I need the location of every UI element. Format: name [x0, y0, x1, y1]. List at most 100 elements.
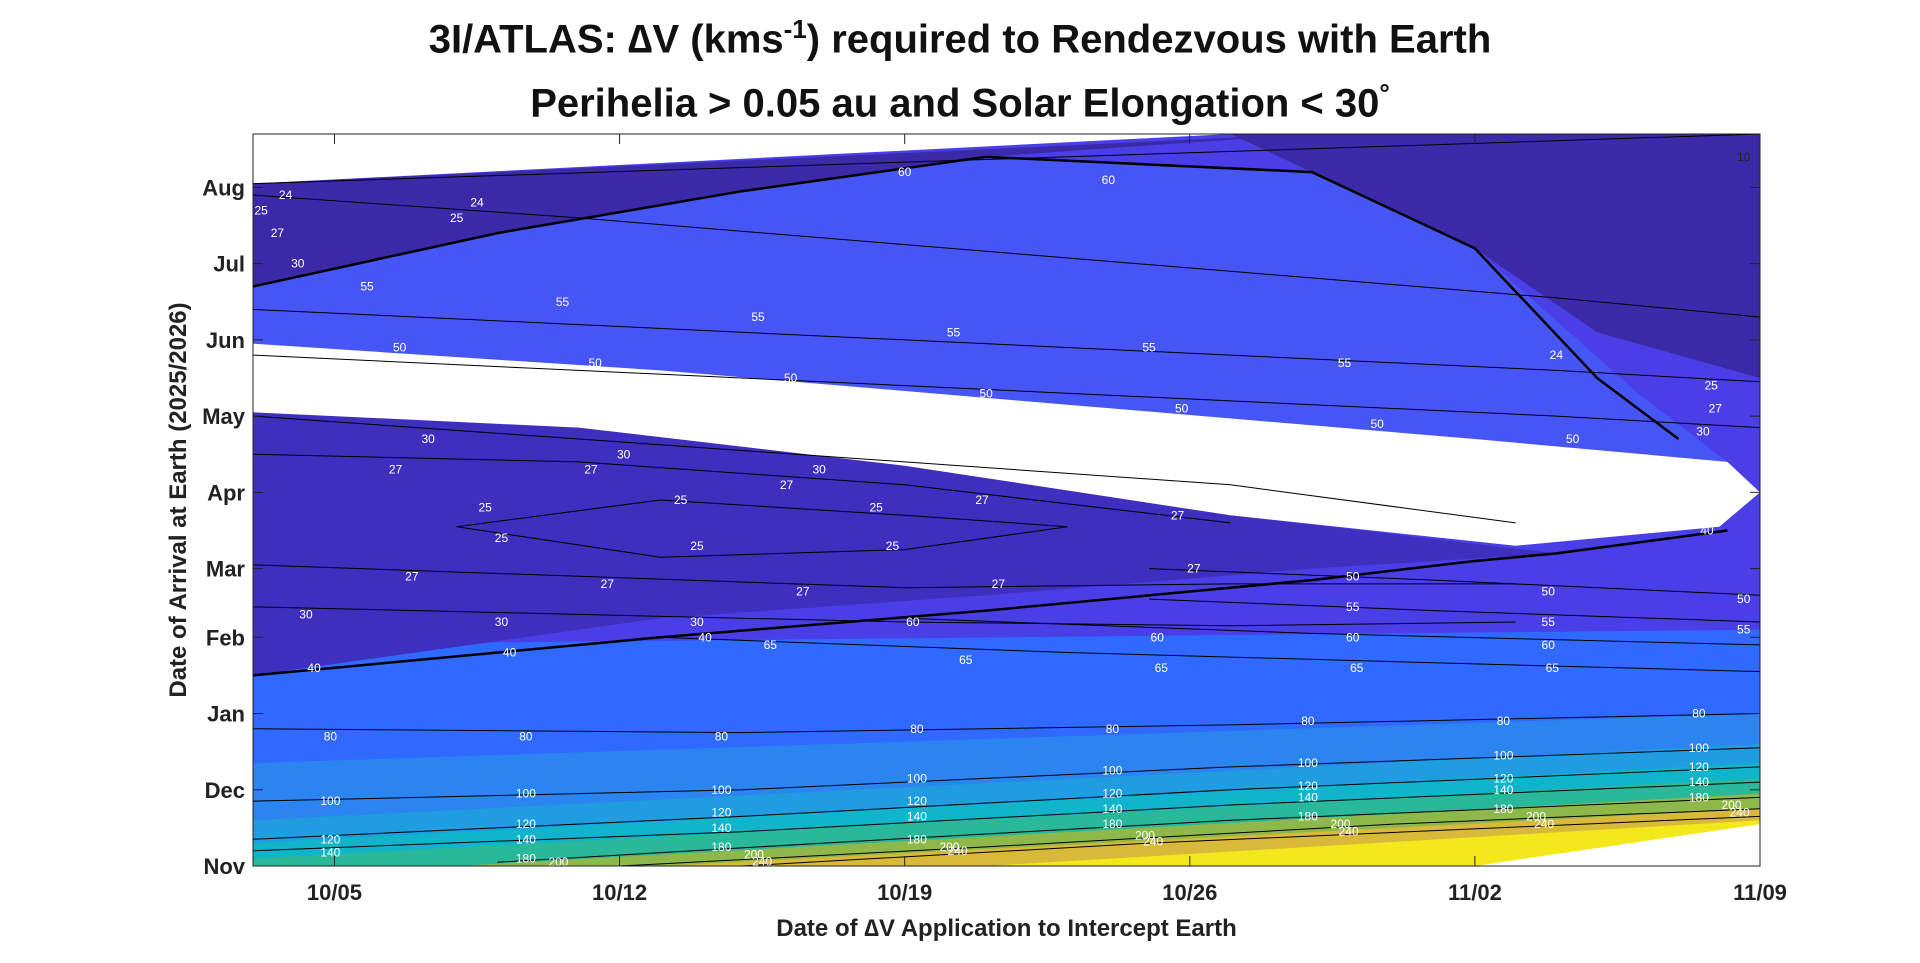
- contour-label: 120: [516, 817, 536, 831]
- contour-label: 27: [1709, 402, 1723, 416]
- contour-label: 27: [405, 569, 419, 583]
- contour-label: 24: [1550, 348, 1564, 362]
- x-tick-label: 10/12: [592, 880, 647, 905]
- contour-label: 180: [1689, 790, 1709, 804]
- contour-label: 27: [601, 577, 615, 591]
- contour-label: 25: [886, 539, 900, 553]
- contour-labels: 1024252725243055555555555550505050505050…: [254, 150, 1750, 869]
- contour-label: 200: [1721, 798, 1741, 812]
- contour-label: 65: [1546, 661, 1560, 675]
- x-tick-label: 10/05: [307, 880, 362, 905]
- contour-label: 65: [764, 638, 778, 652]
- contour-label: 27: [271, 226, 285, 240]
- contour-label: 100: [1493, 748, 1513, 762]
- contour-line-1: [252, 155, 1680, 441]
- contour-label: 80: [1106, 722, 1120, 736]
- contour-line-13: [904, 617, 1761, 646]
- x-tick-label: 10/19: [877, 880, 932, 905]
- contour-label: 240: [1534, 817, 1554, 831]
- contour-label: 200: [939, 840, 959, 854]
- contour-label: 50: [1566, 432, 1580, 446]
- contour-label: 80: [715, 729, 729, 743]
- contour-label: 27: [1187, 562, 1201, 576]
- contour-label: 120: [1493, 771, 1513, 785]
- contour-label: 27: [796, 585, 810, 599]
- contour-line-2: [252, 194, 1761, 318]
- contour-line-14: [660, 636, 1761, 673]
- title-units-pre: (kms: [690, 17, 784, 62]
- contour-label: 100: [1689, 741, 1709, 755]
- contour-label: 180: [516, 851, 536, 865]
- contour-label: 180: [711, 840, 731, 854]
- contour-label: 200: [1330, 817, 1350, 831]
- contour-line-15: [252, 713, 1761, 734]
- x-axis: 10/05 10/12 10/19 10/26 11/02 11/09: [307, 134, 1787, 905]
- contour-label: 120: [1689, 760, 1709, 774]
- contour-label: 25: [495, 531, 509, 545]
- contour-label: 240: [752, 854, 772, 868]
- contour-label: 50: [1370, 417, 1384, 431]
- contour-label: 120: [1298, 779, 1318, 793]
- contour-line-11: [1149, 568, 1761, 596]
- x-tick-label: 10/26: [1162, 880, 1217, 905]
- contour-label: 27: [780, 478, 794, 492]
- contour-label: 100: [1298, 756, 1318, 770]
- contour-label: 55: [1737, 623, 1751, 637]
- contour-line-6: [252, 453, 1231, 524]
- fill-low-region: [253, 412, 1557, 676]
- y-tick-label: Mar: [206, 557, 246, 582]
- contour-label: 50: [979, 386, 993, 400]
- y-tick-label: Feb: [206, 625, 245, 650]
- contour-label: 27: [992, 577, 1006, 591]
- contour-label: 55: [1346, 600, 1360, 614]
- contour-label: 100: [711, 783, 731, 797]
- contour-label: 60: [1102, 173, 1116, 187]
- contour-label: 140: [1298, 790, 1318, 804]
- contour-line-17: [252, 766, 1761, 840]
- contour-label: 180: [1102, 817, 1122, 831]
- contour-label: 30: [291, 257, 305, 271]
- contour-label: 240: [1143, 835, 1163, 849]
- contour-label: 50: [1175, 402, 1189, 416]
- contour-label: 55: [1142, 341, 1156, 355]
- contour-label: 50: [784, 371, 798, 385]
- contour-label: 25: [478, 501, 492, 515]
- y-axis: Nov Dec Jan Feb Mar Apr May Jun Jul Aug: [202, 175, 1760, 879]
- contour-label: 80: [1692, 707, 1706, 721]
- fill-excluded-band: [253, 343, 1760, 546]
- contour-label: 140: [1689, 775, 1709, 789]
- contour-label: 55: [947, 325, 961, 339]
- contour-label: 100: [907, 771, 927, 785]
- x-axis-label: Date of ∆V Application to Intercept Eart…: [776, 915, 1237, 942]
- contour-label: 25: [674, 493, 688, 507]
- contour-label: 25: [690, 539, 704, 553]
- y-tick-label: Nov: [203, 854, 245, 879]
- contour-line-20: [619, 808, 1761, 867]
- fill-upper-band: [253, 156, 1728, 462]
- contour-label: 60: [1542, 638, 1556, 652]
- contour-label: 30: [495, 615, 509, 629]
- contour-label: 140: [711, 821, 731, 835]
- y-tick-label: Aug: [202, 175, 245, 200]
- contour-label: 40: [503, 646, 517, 660]
- contour-label: 30: [617, 447, 631, 461]
- contour-label: 100: [1102, 764, 1122, 778]
- contour-label: 80: [1301, 714, 1315, 728]
- x-tick-label: 11/02: [1448, 880, 1502, 905]
- contour-label: 40: [1607, 455, 1621, 469]
- fill-excluded-top: [253, 134, 1231, 184]
- contour-label: 40: [698, 630, 712, 644]
- contour-fills: [253, 134, 1761, 866]
- contour-label: 27: [1171, 508, 1185, 522]
- contour-label: 180: [1493, 802, 1513, 816]
- contour-label: 140: [516, 832, 536, 846]
- chart-title: 3I/ATLAS: ∆V (kms-1) required to Rendezv…: [0, 14, 1920, 62]
- contour-label: 25: [869, 501, 883, 515]
- y-tick-label: Apr: [207, 480, 245, 505]
- contour-line-7: [456, 499, 1068, 558]
- contour-label: 120: [1102, 787, 1122, 801]
- contour-label: 65: [959, 653, 973, 667]
- contour-label: 140: [1493, 783, 1513, 797]
- contour-label: 120: [907, 794, 927, 808]
